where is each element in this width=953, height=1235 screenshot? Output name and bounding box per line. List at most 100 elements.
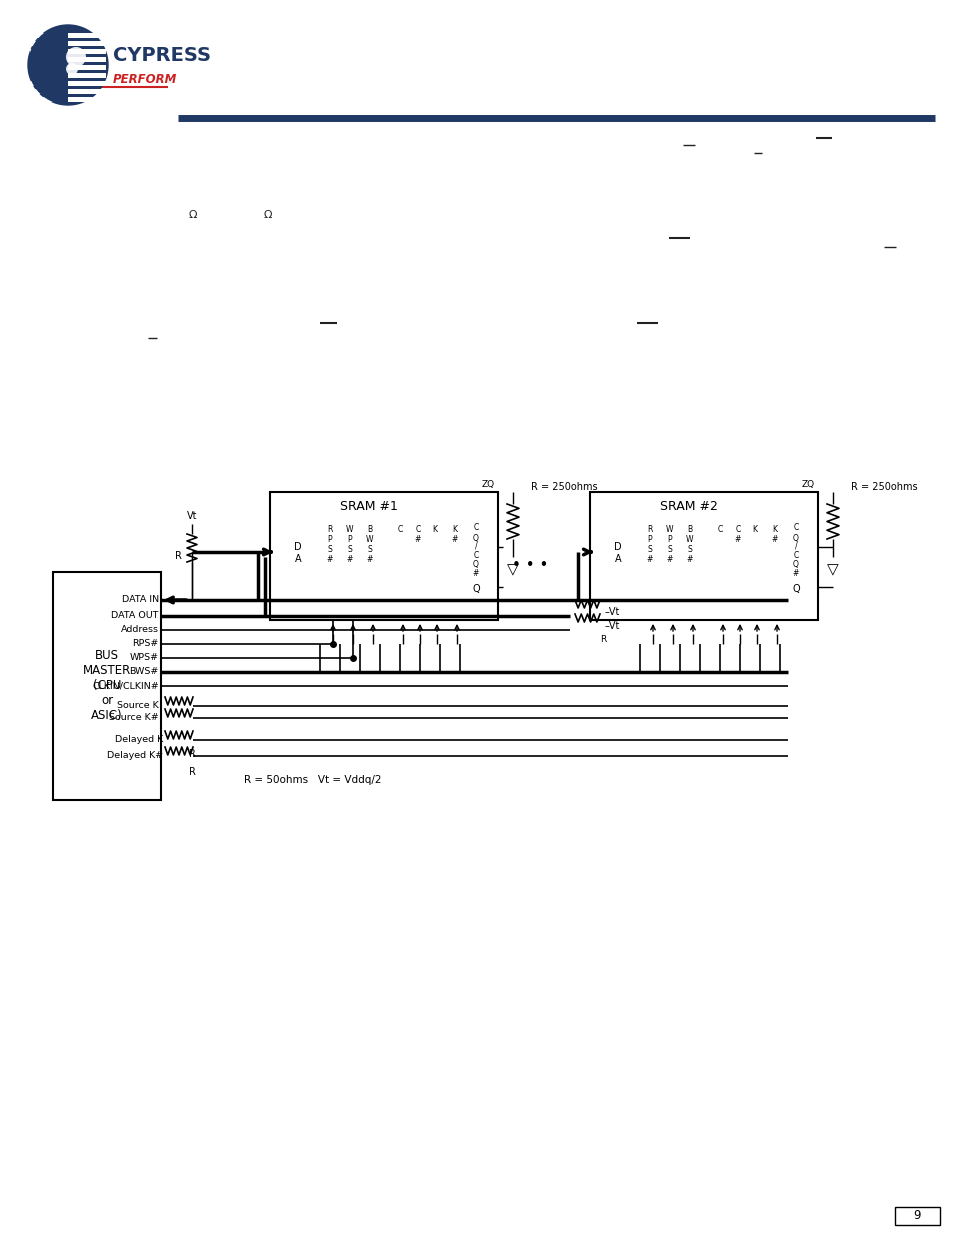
Bar (30, 82, 106, 86)
Bar (53, 572, 161, 800)
Text: A: A (294, 555, 301, 564)
Bar (30, 98, 106, 103)
Text: S: S (347, 546, 352, 555)
Text: P: P (667, 536, 672, 545)
Text: Ω: Ω (263, 210, 272, 220)
Text: K: K (432, 526, 437, 535)
Text: #: # (452, 536, 457, 545)
Text: W: W (346, 526, 354, 535)
Text: C: C (397, 526, 402, 535)
Circle shape (66, 63, 78, 75)
Text: C: C (793, 551, 798, 559)
Text: C: C (473, 551, 478, 559)
Text: C: C (473, 524, 478, 532)
Text: CYPRESS: CYPRESS (112, 46, 211, 64)
Text: R = 250ohms: R = 250ohms (850, 482, 917, 492)
Text: BUS
MASTER
(CPU
or
ASIC): BUS MASTER (CPU or ASIC) (83, 650, 131, 722)
Text: –Vt: –Vt (604, 606, 619, 618)
Text: S: S (327, 546, 332, 555)
Text: ▽: ▽ (826, 562, 838, 577)
Text: C: C (735, 526, 740, 535)
Text: R: R (327, 526, 333, 535)
Text: D: D (294, 542, 301, 552)
Text: K: K (772, 526, 777, 535)
Text: C: C (793, 524, 798, 532)
Text: S: S (367, 546, 372, 555)
Text: R = 250ohms: R = 250ohms (531, 482, 597, 492)
Text: P: P (347, 536, 352, 545)
Bar (589, 492, 817, 620)
Circle shape (66, 47, 86, 67)
Bar (270, 492, 497, 620)
Text: #: # (347, 556, 353, 564)
Text: S: S (647, 546, 652, 555)
Text: WPS#: WPS# (130, 653, 159, 662)
Text: C: C (717, 526, 721, 535)
Text: S: S (687, 546, 692, 555)
Text: RPS#: RPS# (132, 640, 159, 648)
Text: W: W (685, 536, 693, 545)
Text: B: B (367, 526, 373, 535)
Text: S: S (667, 546, 672, 555)
Text: K: K (752, 526, 757, 535)
Text: A: A (614, 555, 620, 564)
Text: R: R (175, 551, 182, 561)
Text: R: R (599, 636, 605, 645)
Text: Ω: Ω (189, 210, 197, 220)
Text: R = 50ohms   Vt = Vddq/2: R = 50ohms Vt = Vddq/2 (244, 776, 381, 785)
Text: Address: Address (121, 625, 159, 635)
Text: #: # (646, 556, 653, 564)
Text: #: # (734, 536, 740, 545)
Bar (30, 57, 106, 62)
Text: Q: Q (473, 559, 478, 568)
Text: ▽: ▽ (507, 562, 518, 577)
Text: W: W (366, 536, 374, 545)
Text: PERFORM: PERFORM (112, 73, 177, 85)
Text: #: # (686, 556, 693, 564)
Text: /: / (475, 541, 476, 551)
Text: DATA IN: DATA IN (122, 595, 159, 604)
Text: Q: Q (472, 584, 479, 594)
Text: Source K#: Source K# (110, 714, 159, 722)
Text: Vt: Vt (187, 511, 197, 521)
Bar (30, 89, 106, 94)
Text: D: D (614, 542, 621, 552)
Text: Q: Q (792, 559, 798, 568)
Text: #: # (366, 556, 373, 564)
Text: SRAM #2: SRAM #2 (659, 499, 718, 513)
Bar (30, 41, 106, 46)
Text: B: B (687, 526, 692, 535)
Text: Q: Q (791, 584, 799, 594)
Text: Q: Q (473, 534, 478, 542)
Text: P: P (327, 536, 332, 545)
Text: 9: 9 (912, 1209, 920, 1223)
Text: Delayed K#: Delayed K# (107, 752, 163, 761)
Text: R: R (189, 748, 195, 760)
Text: P: P (647, 536, 652, 545)
Text: /: / (794, 541, 797, 551)
Text: #: # (792, 568, 799, 578)
Wedge shape (28, 25, 68, 105)
Bar (30, 49, 106, 54)
Circle shape (28, 25, 108, 105)
Bar (30, 65, 106, 70)
Text: W: W (665, 526, 673, 535)
Text: • • •: • • • (511, 557, 548, 573)
Text: C: C (415, 526, 420, 535)
Text: Source K: Source K (117, 701, 159, 710)
Text: CLKIN/CLKIN#: CLKIN/CLKIN# (92, 682, 159, 690)
Text: –Vt: –Vt (604, 621, 619, 631)
Text: R: R (647, 526, 652, 535)
Text: Delayed K: Delayed K (114, 736, 163, 745)
Text: BWS#: BWS# (130, 667, 159, 677)
Text: #: # (327, 556, 333, 564)
Text: ZQ: ZQ (481, 479, 494, 489)
Text: ZQ: ZQ (801, 479, 814, 489)
Bar (30, 33, 106, 38)
Text: K: K (452, 526, 457, 535)
Text: #: # (473, 568, 478, 578)
Text: Q: Q (792, 534, 798, 542)
Text: R: R (189, 767, 195, 777)
Bar (894, 1207, 939, 1225)
Text: DATA OUT: DATA OUT (112, 611, 159, 620)
